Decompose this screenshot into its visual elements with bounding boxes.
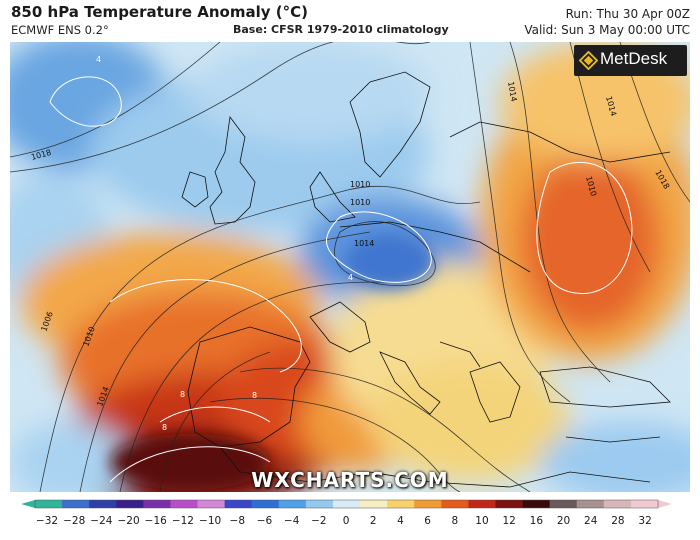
anomaly-map: 1018 1010 1014 1006 1010 1014 1014 1010 …: [10, 42, 690, 492]
colorbar-outline: [34, 499, 659, 509]
colorbar-swatch: [62, 500, 90, 508]
colorbar-tick-label: 4: [397, 515, 404, 527]
isobar-label: 1014: [506, 81, 518, 103]
isobar-label: 1010: [350, 198, 370, 207]
colorbar-swatch: [170, 500, 199, 508]
colorbar-tick-label: −28: [63, 515, 85, 527]
colorbar-tick-label: 8: [451, 515, 458, 527]
anomaly-field: [10, 42, 690, 492]
colorbar-tick-label: 20: [557, 515, 570, 527]
colorbar-tick-label: −8: [230, 515, 245, 527]
colorbar-swatch: [387, 500, 415, 508]
model-label: ECMWF ENS 0.2°: [11, 23, 109, 37]
colorbar-tick-label: 6: [424, 515, 431, 527]
anomaly-label: 4: [348, 273, 353, 282]
metdesk-logo-icon: [579, 51, 598, 70]
colorbar-tick-label: −16: [145, 515, 167, 527]
coastlines: [181, 71, 671, 488]
colorbar-swatch: [522, 500, 551, 508]
colorbar-swatch: [332, 500, 361, 508]
anomaly-label: 8: [162, 423, 167, 432]
colorbar-swatch: [468, 500, 496, 508]
colorbar-swatch: [495, 500, 524, 508]
map-title: 850 hPa Temperature Anomaly (°C): [11, 3, 308, 21]
colorbar-tick-label: 12: [502, 515, 515, 527]
colorbar-tick-label: 0: [343, 515, 350, 527]
anomaly-label: 8: [252, 391, 257, 400]
colorbar-tick-label: 24: [584, 515, 598, 527]
colorbar-swatch: [197, 500, 226, 508]
colorbar-swatch: [35, 500, 63, 508]
colorbar-svg: −32 −28 −24 −20 −16 −12 −10 −8 −6 −4 −2 0 2 4 6 8 10 12 16…: [21, 499, 672, 527]
colorbar-swatch: [576, 500, 605, 508]
colorbar-swatch: [305, 500, 334, 508]
colorbar-tick-label: 28: [611, 515, 624, 527]
metdesk-logo: MetDesk: [574, 45, 687, 76]
isobar-label: 1014: [354, 239, 374, 248]
valid-time-label: Valid: Sun 3 May 00:00 UTC: [524, 23, 690, 37]
colorbar-tick-label: −4: [284, 515, 300, 527]
anomaly-label: 4: [96, 55, 101, 64]
colorbar-tick-label: −12: [172, 515, 194, 527]
colorbar-swatch: [549, 500, 578, 508]
colorbar-swatch: [89, 500, 117, 508]
colorbar-swatch: [143, 500, 171, 508]
colorbar-tick-label: 10: [475, 515, 488, 527]
colorbar-swatch: [414, 500, 442, 508]
colorbar-tick-label: 2: [370, 515, 377, 527]
isobar-label: 1010: [350, 180, 370, 189]
colorbar-tick-label: −6: [257, 515, 273, 527]
header: 850 hPa Temperature Anomaly (°C) ECMWF E…: [0, 0, 700, 42]
colorbar-swatch: [603, 500, 632, 508]
metdesk-logo-text: MetDesk: [600, 49, 668, 68]
colorbar-tick-label: −10: [199, 515, 221, 527]
colorbar-left-arrow: [21, 500, 35, 508]
climatology-base-label: Base: CFSR 1979-2010 climatology: [233, 23, 449, 36]
colorbar-swatch: [441, 500, 469, 508]
colorbar-tick-label: −2: [311, 515, 326, 527]
anomaly-contours: [49, 76, 633, 483]
anomaly-label: 8: [180, 390, 185, 399]
colorbar-swatch: [630, 500, 659, 508]
anomaly-label-group: 4 4 8 8 8: [96, 55, 353, 432]
colorbar-tick-label: −20: [117, 515, 139, 527]
run-time-label: Run: Thu 30 Apr 00Z: [565, 7, 690, 21]
colorbar-tick-label: 32: [638, 515, 651, 527]
colorbar: −32 −28 −24 −20 −16 −12 −10 −8 −6 −4 −2 0 2 4 6 8 10 12 16…: [0, 496, 700, 536]
colorbar-swatch: [116, 500, 144, 508]
wxcharts-watermark: WXCHARTS.COM: [251, 468, 449, 492]
colorbar-swatch: [224, 500, 253, 508]
colorbar-swatch: [360, 500, 388, 508]
colorbar-swatch: [278, 500, 307, 508]
map-canvas: 1018 1010 1014 1006 1010 1014 1014 1010 …: [10, 42, 690, 492]
colorbar-tick-label: −24: [90, 515, 112, 527]
colorbar-tick-label: 16: [530, 515, 544, 527]
colorbar-tick-label: −32: [36, 515, 58, 527]
colorbar-right-arrow: [658, 500, 672, 508]
colorbar-swatch: [251, 500, 280, 508]
